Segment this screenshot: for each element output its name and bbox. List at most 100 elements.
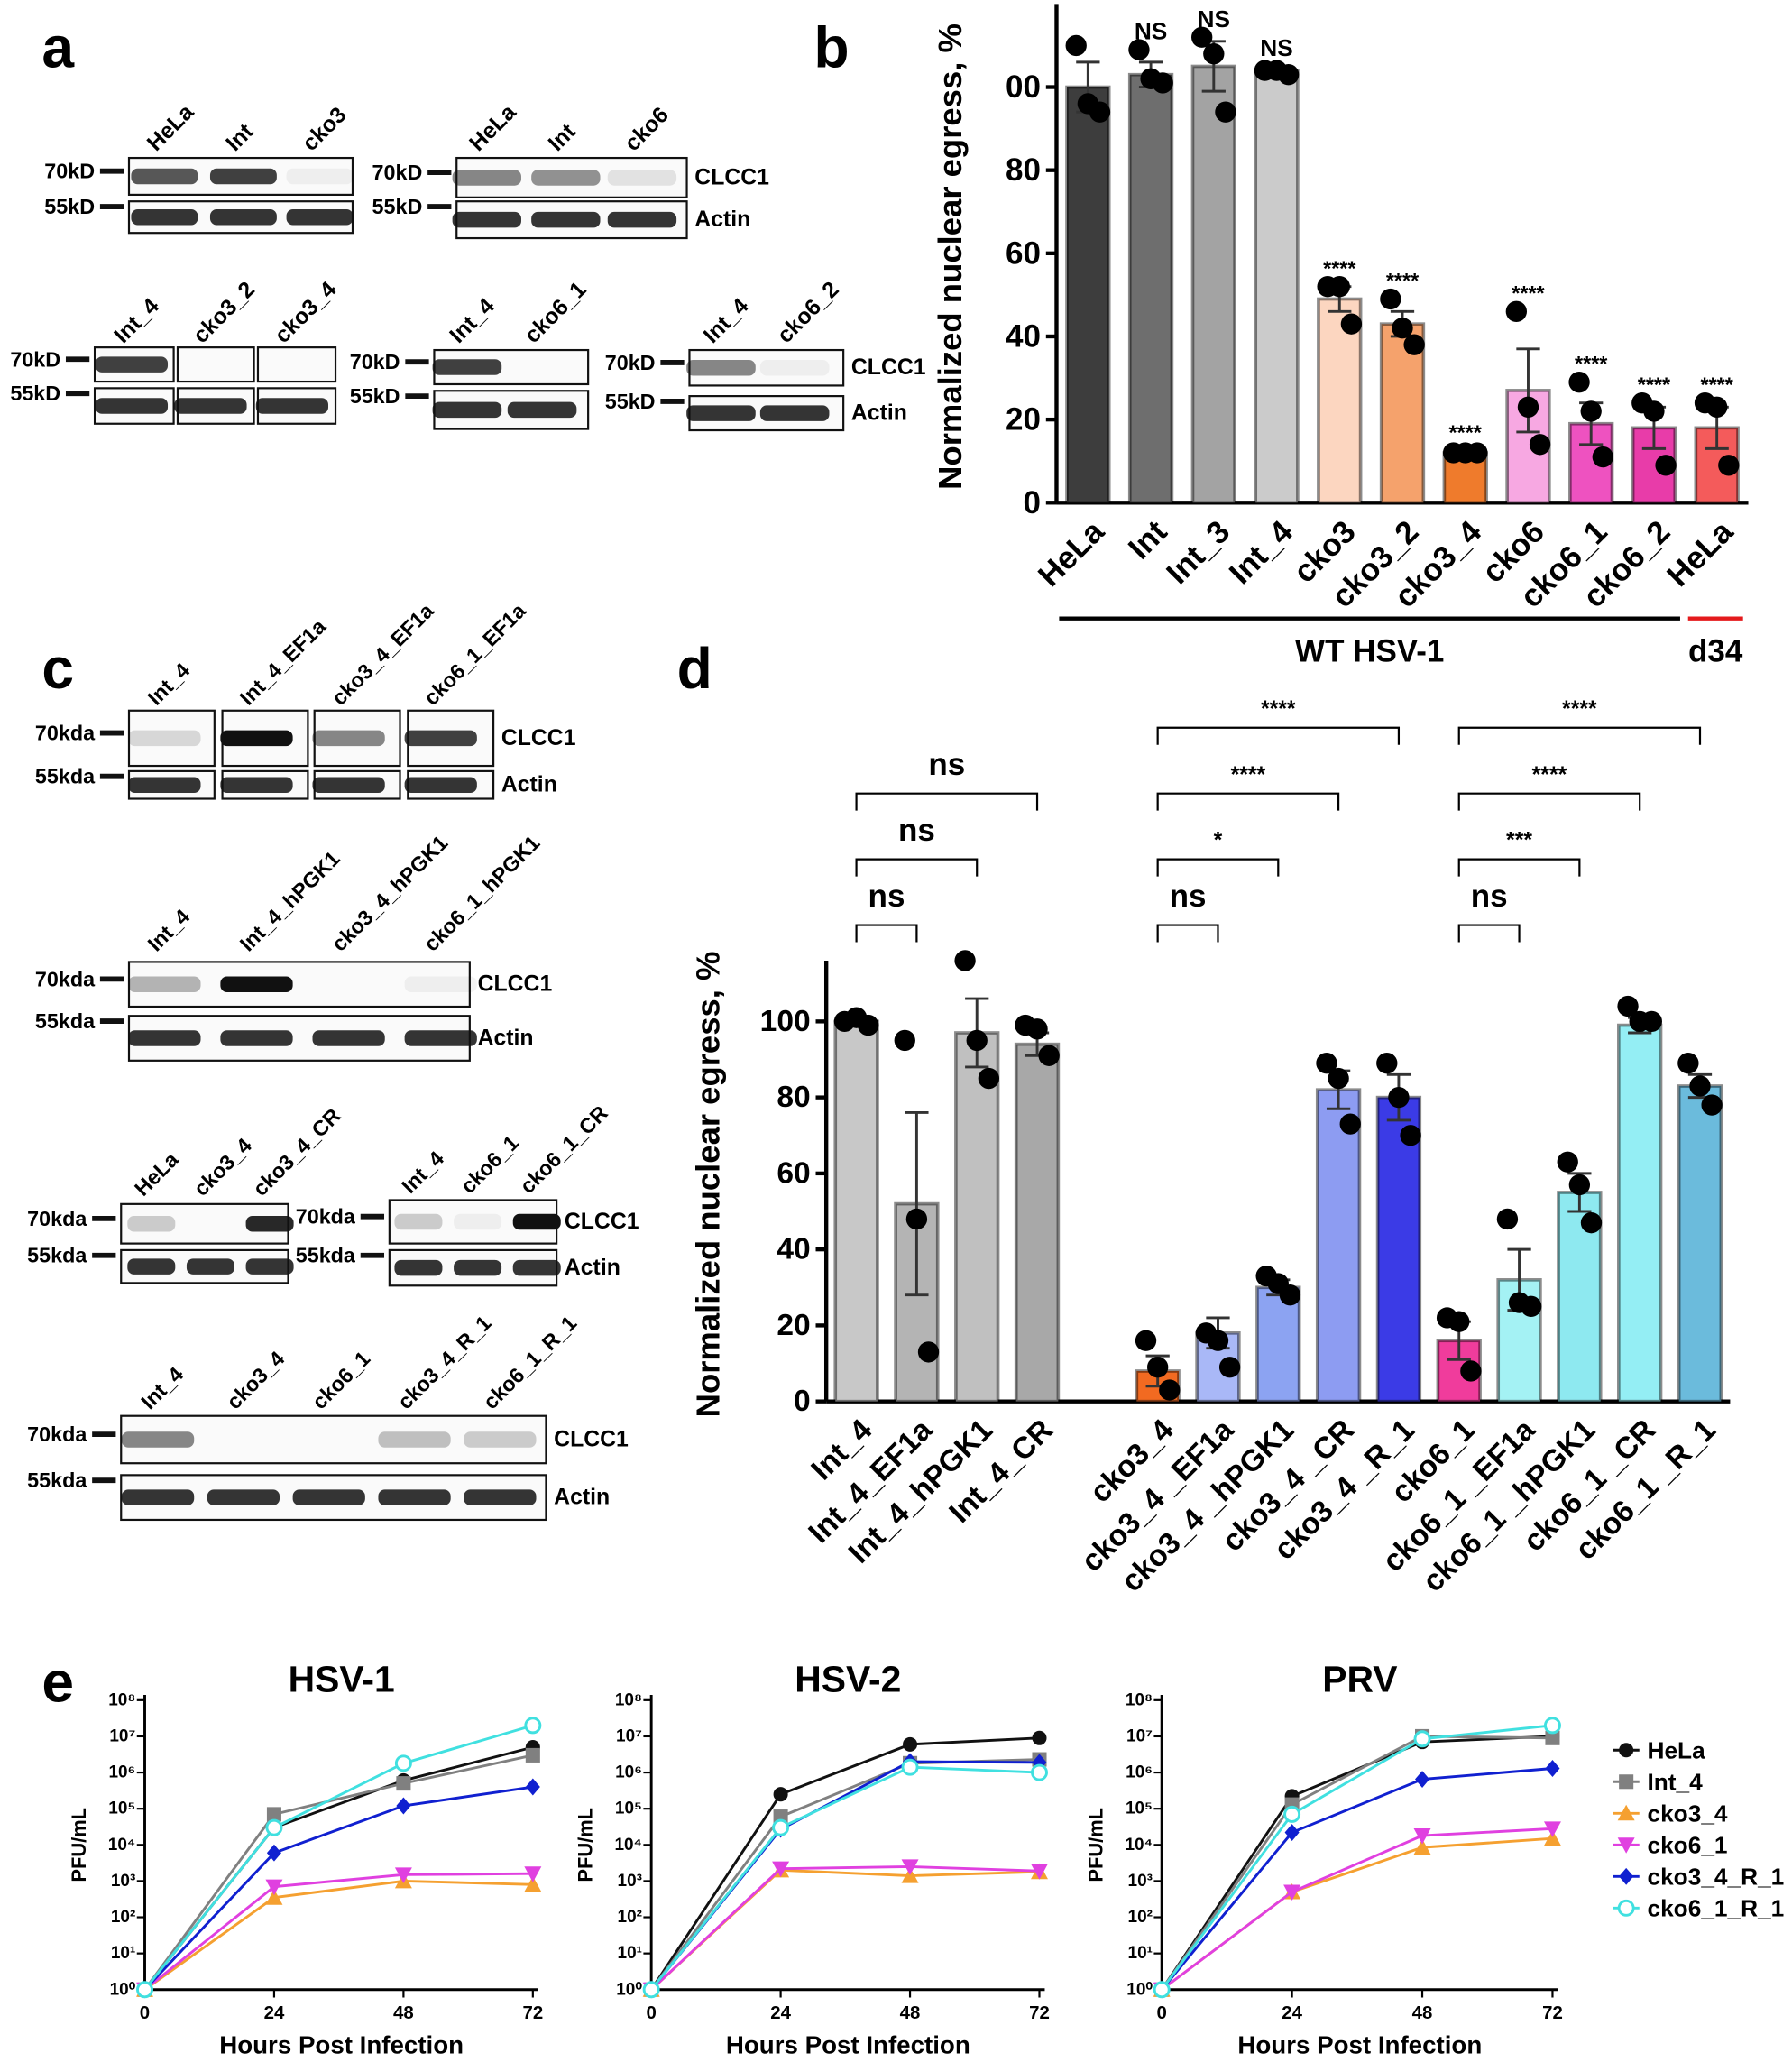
y-tick-label: 20 [777,1309,810,1342]
data-point [1026,1018,1048,1040]
blot-band [394,1213,443,1230]
legend-label: cko6_1 [1647,1831,1727,1858]
y-tick-label: 10⁸ [615,1690,642,1709]
lane-label: cko6 [620,103,674,156]
panel-letter: e [41,1649,74,1714]
blot-label: Actin [554,1486,610,1510]
data-point [1388,1086,1410,1109]
marker [1284,1824,1300,1842]
marker-label: 70kda [27,1207,87,1230]
data-point [1135,1330,1157,1351]
marker-label: 70kda [35,722,96,745]
data-point [905,1208,928,1230]
marker [1617,1837,1635,1854]
data-point [1203,42,1225,65]
marker-label: 55kda [296,1244,356,1267]
x-tick-label: 0 [140,2003,150,2023]
blot-band [432,401,502,419]
data-point [1316,1053,1337,1074]
data-point [894,1029,915,1052]
blot-box [313,769,401,800]
blot-band [245,1215,294,1232]
x-tick-label: 0 [646,2003,656,2023]
marker [394,1867,412,1883]
data-point [1460,1360,1482,1382]
bar [1677,1084,1723,1404]
lane-label: cko6_1 [520,277,592,348]
bracket-label: ns [928,747,965,782]
y-tick-label: 80 [777,1081,810,1114]
blot-band [286,208,354,226]
marker [773,1787,788,1802]
series-line [143,1879,533,1991]
marker [265,1879,283,1896]
blot-band [186,1258,234,1275]
bracket-label: **** [1532,763,1567,787]
lane-label: cko6_1 [308,1347,374,1413]
y-tick-label: 60 [1006,235,1041,271]
blot-band [292,1489,365,1505]
blot-band [507,401,577,419]
lane-label: cko6_1_CR [515,1101,611,1198]
marker-label: 55kD [372,195,423,218]
marker [1032,1730,1047,1745]
lane-label: HeLa [142,100,198,156]
marker [1415,1771,1430,1789]
lane-label: cko3_4 [189,1134,256,1201]
y-axis-label: Normalized nuclear egress, % [689,952,726,1418]
marker [642,1981,660,1999]
data-point [1517,396,1539,418]
blot-label: CLCC1 [554,1427,629,1451]
x-axis-label: Hours Post Infection [726,2031,970,2059]
x-tick-label: Int_3 [1160,514,1236,591]
series-line [1160,1735,1553,1991]
bracket [855,792,1039,811]
group-label: WT HSV-1 [1295,634,1444,669]
marker [396,1797,411,1815]
bracket [855,858,979,877]
bar [833,1019,879,1404]
data-point [1400,1125,1421,1146]
data-point [1038,1045,1060,1066]
bracket [1156,924,1219,943]
blot-band [686,405,756,421]
group-label: d34 [1688,634,1743,669]
data-point [1705,396,1728,418]
marker [524,1717,542,1735]
data-point [1207,1330,1229,1351]
bar [1254,69,1300,505]
y-tick-label: 80 [1006,152,1041,188]
marker-label: 55kda [35,1009,96,1033]
series-line [649,1736,1040,1991]
y-tick-label: 10² [618,1908,642,1927]
marker [525,1747,540,1763]
marker-label: 70kda [35,967,96,990]
data-point [1529,434,1551,456]
marker [1153,1981,1171,1999]
series-line [1161,1724,1553,1991]
y-tick-label: 10⁴ [1126,1836,1153,1855]
blot-band [220,730,293,747]
marker-label: 55kD [350,384,400,408]
y-tick-label: 100 [760,1005,811,1038]
data-point [1505,300,1528,323]
legend-label: cko6_1_R_1 [1647,1894,1784,1921]
panel-letter: a [41,15,75,80]
marker-label: 55kda [27,1468,87,1492]
blot-band [209,168,277,185]
y-tick-label: 10⁸ [1126,1690,1153,1709]
blot-band [207,1489,280,1505]
marker-label: 70kda [27,1422,87,1446]
marker [396,1776,411,1791]
y-tick-label: 00 [1006,69,1041,105]
x-tick-label: 24 [1282,2003,1302,2023]
blot-box [256,346,337,383]
y-tick-label: 10² [111,1908,135,1927]
x-tick-label: HeLa [1660,513,1740,593]
lane-label: Int_4_EF1a [235,614,331,710]
lane-label: Int_4 [699,294,753,348]
series-line [143,1872,533,1991]
panel-letter: c [41,636,74,701]
blot-band [121,1431,195,1448]
bar [1014,1042,1061,1404]
